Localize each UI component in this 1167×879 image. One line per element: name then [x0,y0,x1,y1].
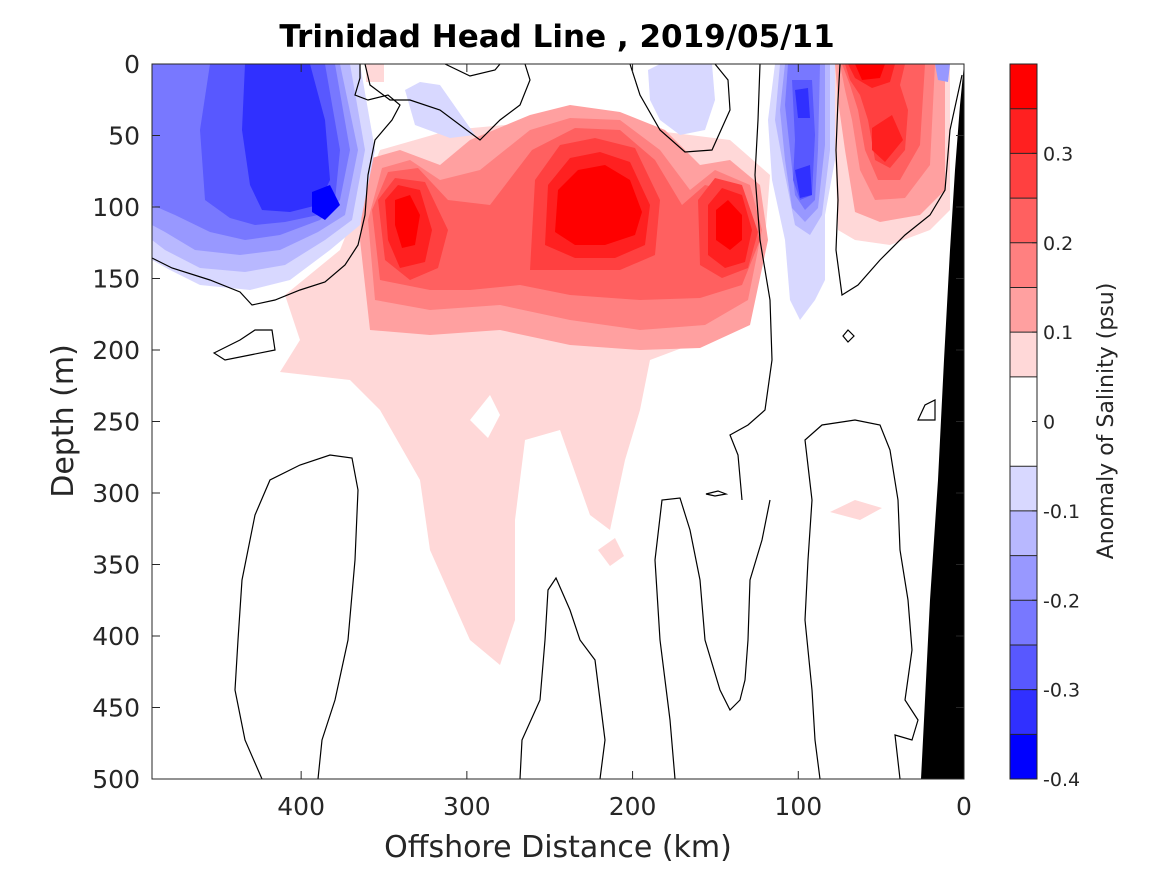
contour-loop-lower-left [234,454,359,779]
colorbar-swatch [1010,108,1037,154]
colorbar-swatch [1010,64,1037,109]
colorbar-swatch [1010,153,1037,199]
colorbar-swatch [1010,689,1037,735]
colorbar-swatch [1010,242,1037,288]
chart-title: Trinidad Head Line , 2019/05/11 [279,19,834,55]
colorbar-tick-label: 0.2 [1043,233,1073,255]
fresh-blob-surface-130km [648,64,715,135]
y-tick-label: 250 [92,408,140,437]
colorbar-tick-label: -0.1 [1043,501,1080,523]
contour-surface-280km [364,64,531,141]
colorbar-swatch [1010,466,1037,511]
colorbar-tick-label: -0.4 [1043,769,1080,791]
nearshore-salty-core-50m [872,115,903,162]
salty-core-340km-peak [395,195,420,248]
colorbar-swatch [1010,644,1037,690]
fresh-filament-peak-a [795,88,810,118]
x-axis-label: Offshore Distance (km) [384,830,732,865]
y-tick-label: 100 [92,193,140,222]
plot-area: 0 50 100 150 200 250 300 350 400 450 500 400 300 200… [92,50,972,821]
fresh-anomaly-level-6 [242,64,330,212]
salty-core-220km-peak [555,165,642,245]
colorbar-label: Anomaly of Salinity (psu) [1094,283,1119,560]
contour-surface-200km [629,64,731,153]
y-tick-label: 450 [92,694,140,723]
contour-filament-east [835,64,963,297]
weak-salty-blob-340m [598,538,624,566]
x-axis-ticks: 400 300 200 100 0 [277,64,972,821]
contour-sliver-300m [705,490,729,497]
weak-salty-blob-310m [830,500,882,520]
y-tick-label: 500 [92,765,140,794]
nearshore-salty-peak-surface [855,64,885,80]
colorbar-tick-label: 0 [1043,412,1055,434]
salty-core-140km-peak [716,200,742,250]
colorbar-swatch [1010,600,1037,645]
seafloor-bathymetry [921,64,964,779]
y-tick-label: 400 [92,622,140,651]
fresh-blob-nearshore-surface [935,64,950,82]
colorbar-swatch [1010,198,1037,243]
y-tick-label: 350 [92,551,140,580]
y-tick-label: 200 [92,336,140,365]
fresh-anomaly-peak [312,185,340,220]
y-axis-label: Depth (m) [46,344,81,498]
contour-filament-west [729,64,773,501]
colorbar-swatch [1010,734,1037,779]
y-axis-ticks: 0 50 100 150 200 250 300 350 400 450 500 [92,50,964,794]
contour-diamond-190m [842,329,855,343]
contour-offshore-fresh-boundary [152,64,401,306]
colorbar-swatch [1010,332,1037,377]
x-tick-label: 0 [956,792,972,821]
contour-loop-160km [654,497,771,779]
colorbar: 0.3 0.2 0.1 0 -0.1 -0.2 -0.3 -0.4 [1009,63,1080,791]
contour-surface-210km-loop [444,64,501,77]
colorbar-tick-label: -0.2 [1043,590,1080,612]
weak-salty-blob-275m [470,395,500,438]
contour-loop-center [519,576,606,779]
fresh-filament-peak-b [795,165,812,198]
y-tick-label: 0 [124,50,140,79]
colorbar-swatch [1010,287,1037,333]
zero-contour-lines [152,64,963,779]
y-tick-label: 50 [108,122,140,151]
colorbar-swatch [1010,510,1037,556]
colorbar-tick-label: -0.3 [1043,680,1080,702]
x-tick-label: 200 [609,792,657,821]
colorbar-swatch [1010,555,1037,601]
y-tick-label: 150 [92,265,140,294]
weak-salty-blob-surface [366,64,384,82]
x-tick-label: 400 [277,792,325,821]
colorbar-tick-label: 0.3 [1043,143,1073,165]
y-tick-label: 300 [92,479,140,508]
colorbar-tick-label: 0.1 [1043,322,1073,344]
x-tick-label: 300 [443,792,491,821]
contour-blob-200m [212,329,276,361]
contour-small-loop-250m [917,399,936,421]
x-tick-label: 100 [774,792,822,821]
contour-loop-100km [804,419,919,779]
